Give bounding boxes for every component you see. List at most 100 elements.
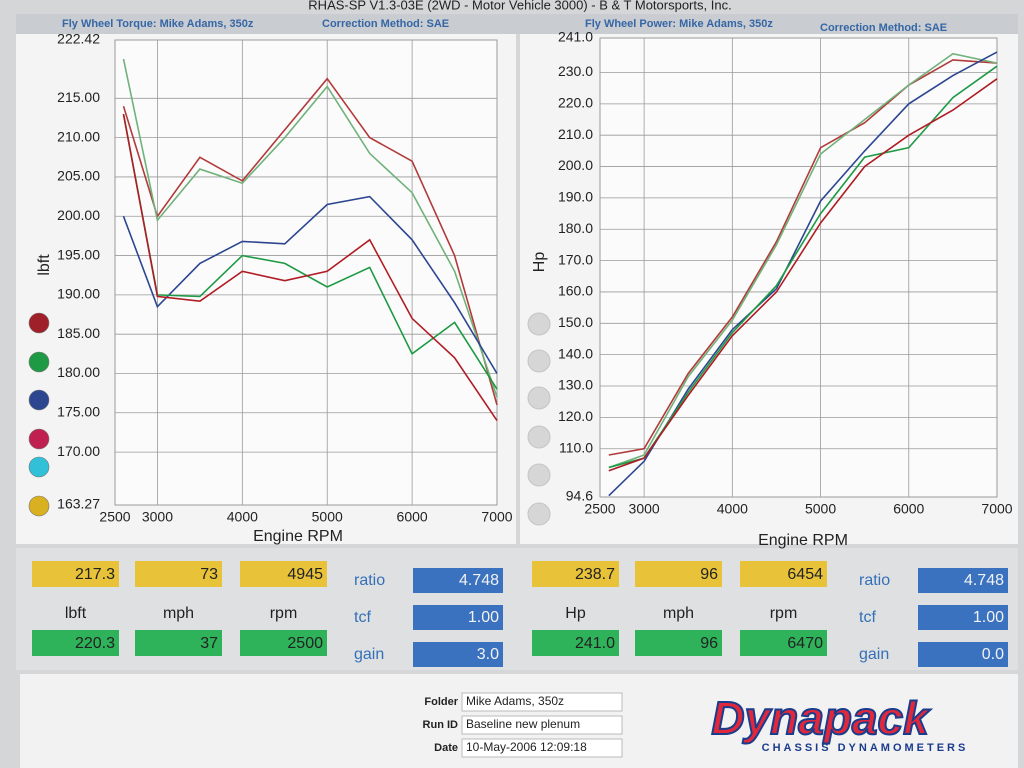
y-tick-label: 110.0 xyxy=(559,439,593,455)
run-dot[interactable] xyxy=(28,456,50,478)
setting-label: gain xyxy=(354,646,384,663)
setting-value: 3.0 xyxy=(477,646,499,663)
readout-box xyxy=(240,630,327,656)
footer-label: Date xyxy=(434,742,458,754)
footer-value: 10-May-2006 12:09:18 xyxy=(466,740,587,754)
run-dot[interactable] xyxy=(28,428,50,450)
chart-subtitle: Correction Method: SAE xyxy=(322,18,449,30)
readout-box xyxy=(740,561,827,587)
setting-value: 4.748 xyxy=(459,572,499,589)
x-tick-label: 5000 xyxy=(805,501,836,517)
y-tick-label: 130.0 xyxy=(558,377,593,393)
run-selector-dots xyxy=(527,312,551,526)
y-tick-label: 163.27 xyxy=(57,496,100,512)
run-dot[interactable] xyxy=(28,351,50,373)
footer-field xyxy=(461,715,623,735)
setting-label: tcf xyxy=(354,609,371,626)
setting-box xyxy=(918,642,1008,667)
y-tick-label: 195.00 xyxy=(57,246,100,262)
x-tick-label: 2500 xyxy=(99,509,130,525)
y-tick-label: 170.0 xyxy=(558,251,593,267)
y-tick-label: 200.0 xyxy=(558,157,593,173)
x-tick-label: 3000 xyxy=(142,509,173,525)
readout-value: 96 xyxy=(700,566,718,583)
run-dot[interactable] xyxy=(527,502,551,526)
y-tick-label: 94.6 xyxy=(566,488,593,504)
setting-value: 4.748 xyxy=(964,572,1004,589)
x-tick-label: 5000 xyxy=(312,509,343,525)
footer-value: Baseline new plenum xyxy=(466,717,580,731)
y-tick-label: 210.00 xyxy=(57,128,100,144)
y-tick-label: 230.0 xyxy=(558,63,593,79)
chart-title: Fly Wheel Torque: Mike Adams, 350z xyxy=(62,18,254,30)
readout-value: 241.0 xyxy=(575,635,615,652)
y-tick-label: 150.0 xyxy=(558,314,593,330)
readout-box xyxy=(135,561,222,587)
x-axis-label: Engine RPM xyxy=(758,532,848,549)
run-dot[interactable] xyxy=(527,312,551,336)
readout-box xyxy=(635,561,722,587)
data-line xyxy=(608,52,998,469)
y-tick-label: 180.0 xyxy=(558,220,593,236)
readout-box xyxy=(240,561,327,587)
setting-box xyxy=(413,568,503,593)
y-tick-label: 140.0 xyxy=(558,345,593,361)
run-dot[interactable] xyxy=(527,386,551,410)
y-tick-label: 220.0 xyxy=(558,95,593,111)
y-tick-label: 190.0 xyxy=(558,189,593,205)
x-tick-label: 4000 xyxy=(227,509,258,525)
y-tick-label: 185.00 xyxy=(57,325,100,341)
run-dot[interactable] xyxy=(28,389,50,411)
y-tick-label: 205.00 xyxy=(57,168,100,184)
run-dot[interactable] xyxy=(527,463,551,487)
readout-unit: rpm xyxy=(770,605,798,622)
y-tick-label: 215.00 xyxy=(57,89,100,105)
readout-value: 6454 xyxy=(787,566,823,583)
run-dot[interactable] xyxy=(527,425,551,449)
y-tick-label: 160.0 xyxy=(558,283,593,299)
readout-box xyxy=(532,561,619,587)
data-line xyxy=(122,77,498,406)
y-axis-label: Hp xyxy=(531,252,548,273)
footer-field xyxy=(461,692,623,712)
x-tick-label: 7000 xyxy=(981,501,1012,517)
y-tick-label: 120.0 xyxy=(558,408,593,424)
y-tick-label: 170.00 xyxy=(57,443,100,459)
data-line xyxy=(122,113,498,422)
setting-value: 1.00 xyxy=(973,609,1004,626)
run-dot[interactable] xyxy=(28,312,50,334)
readout-box xyxy=(32,630,119,656)
run-dot[interactable] xyxy=(28,495,50,517)
data-line xyxy=(122,195,498,374)
readout-value: 6470 xyxy=(787,635,823,652)
readout-value: 96 xyxy=(700,635,718,652)
chart-subtitle: Correction Method: SAE xyxy=(820,22,947,34)
setting-label: ratio xyxy=(354,572,385,589)
setting-box xyxy=(918,605,1008,630)
y-tick-label: 200.00 xyxy=(57,207,100,223)
run-dot[interactable] xyxy=(527,349,551,373)
data-line xyxy=(608,78,998,472)
setting-label: ratio xyxy=(859,572,890,589)
subtitle-strip xyxy=(16,14,1018,34)
x-tick-label: 4000 xyxy=(717,501,748,517)
setting-value: 0.0 xyxy=(982,646,1004,663)
setting-box xyxy=(918,568,1008,593)
readout-value: 37 xyxy=(200,635,218,652)
setting-value: 1.00 xyxy=(468,609,499,626)
y-tick-label: 241.0 xyxy=(558,29,593,45)
x-axis-label: Engine RPM xyxy=(253,528,343,545)
header-title: RHAS-SP V1.3-03E (2WD - Motor Vehicle 30… xyxy=(308,0,731,12)
data-line xyxy=(608,59,998,456)
readout-box xyxy=(532,630,619,656)
x-tick-label: 6000 xyxy=(893,501,924,517)
y-tick-label: 180.00 xyxy=(57,364,100,380)
x-tick-label: 2500 xyxy=(584,501,615,517)
x-tick-label: 3000 xyxy=(629,501,660,517)
readout-unit: mph xyxy=(163,605,194,622)
chart-title: Fly Wheel Power: Mike Adams, 350z xyxy=(585,18,773,30)
readout-value: 220.3 xyxy=(75,635,115,652)
y-tick-label: 190.00 xyxy=(57,286,100,302)
